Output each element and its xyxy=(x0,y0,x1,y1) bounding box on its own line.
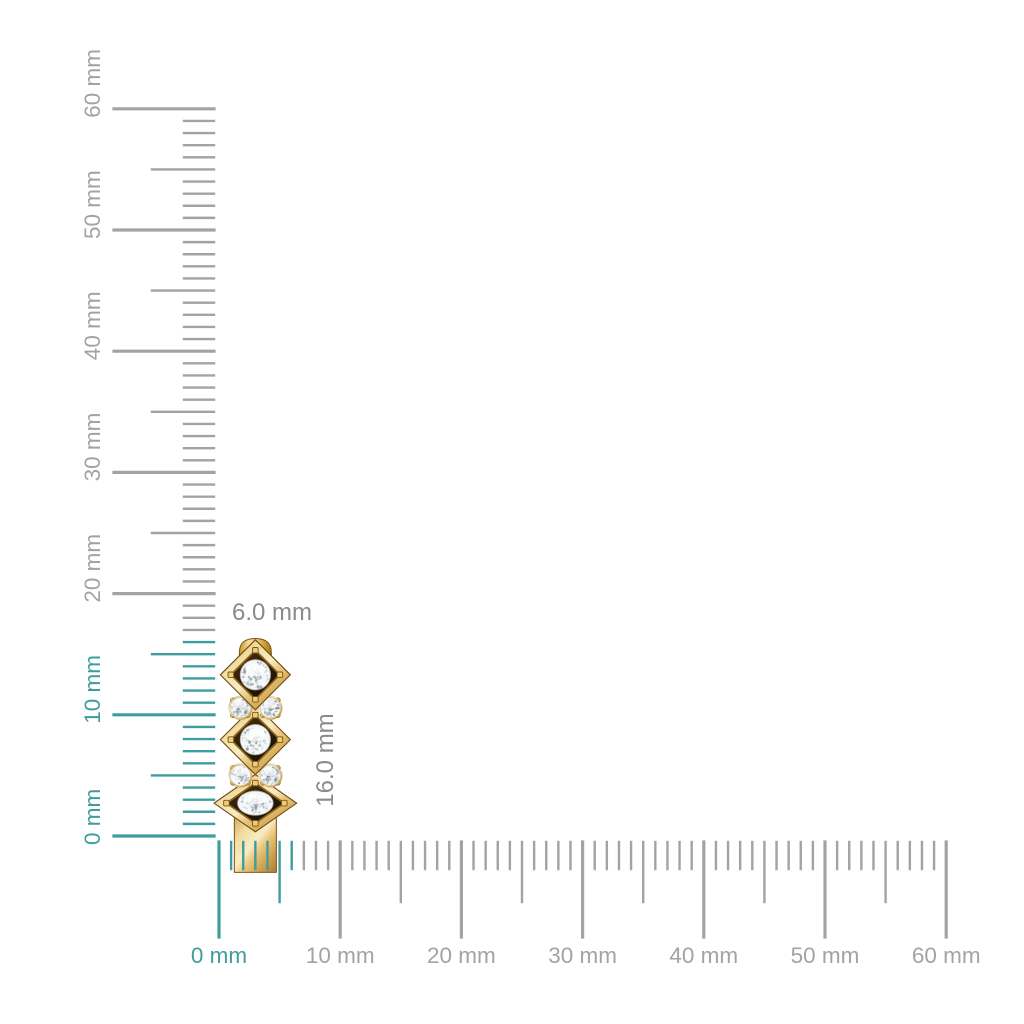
svg-text:0 mm: 0 mm xyxy=(80,789,105,845)
svg-text:20 mm: 20 mm xyxy=(427,943,496,968)
svg-text:40 mm: 40 mm xyxy=(80,291,105,360)
svg-text:50 mm: 50 mm xyxy=(80,170,105,239)
svg-text:20 mm: 20 mm xyxy=(80,534,105,603)
svg-text:16.0 mm: 16.0 mm xyxy=(312,713,339,806)
svg-text:6.0 mm: 6.0 mm xyxy=(232,599,312,626)
svg-text:40 mm: 40 mm xyxy=(669,943,738,968)
svg-text:60 mm: 60 mm xyxy=(912,943,981,968)
svg-text:30 mm: 30 mm xyxy=(80,413,105,482)
svg-text:50 mm: 50 mm xyxy=(791,943,860,968)
svg-text:10 mm: 10 mm xyxy=(306,943,375,968)
svg-text:0 mm: 0 mm xyxy=(191,943,247,968)
svg-text:30 mm: 30 mm xyxy=(548,943,617,968)
svg-text:60 mm: 60 mm xyxy=(80,49,105,118)
svg-text:10 mm: 10 mm xyxy=(80,655,105,724)
